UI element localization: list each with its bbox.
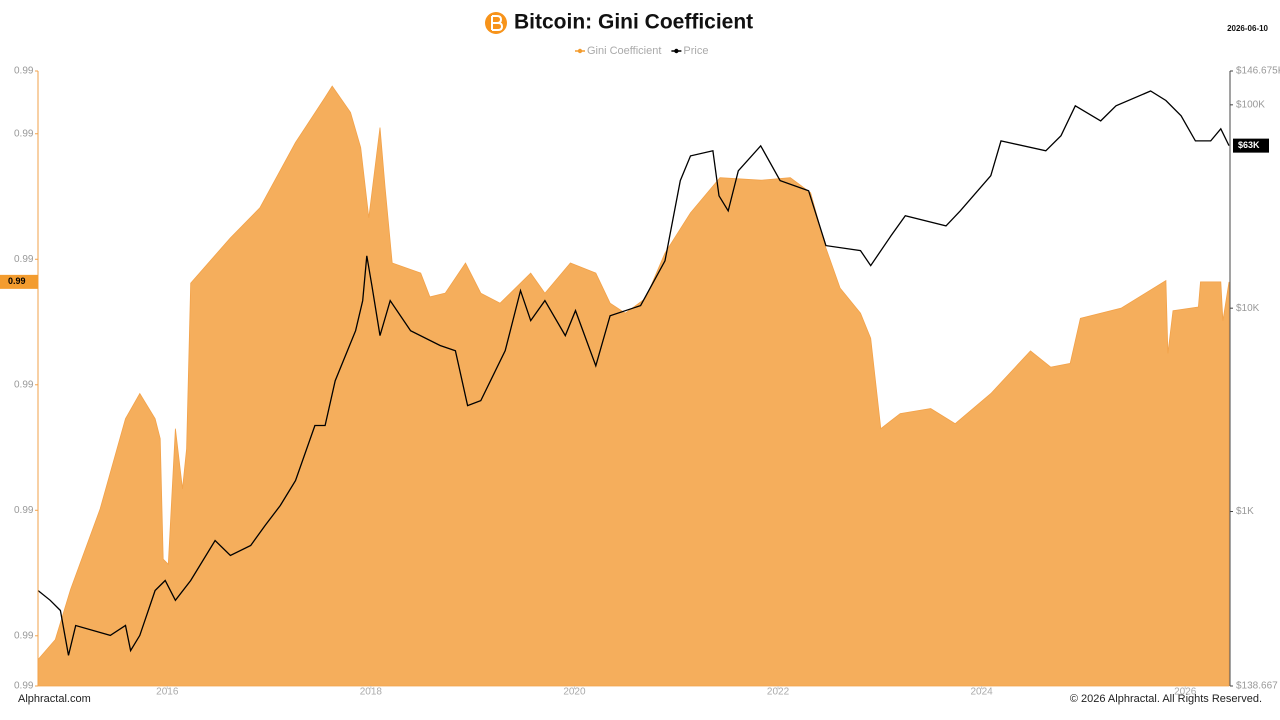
chart-title: Bitcoin: Gini Coefficient <box>514 11 753 34</box>
y-tick-label: 0.99 <box>14 254 34 265</box>
y-tick-label: 0.99 <box>14 630 34 641</box>
legend-label: Gini Coefficient <box>587 45 661 57</box>
value-badge-label: $63K <box>1238 140 1260 150</box>
y2-tick-label: $1K <box>1236 506 1254 517</box>
price-line <box>37 90 1230 656</box>
x-tick-label: 2022 <box>767 687 790 698</box>
y-tick-label: 0.99 <box>14 66 34 77</box>
y-tick-label: 0.99 <box>14 128 34 139</box>
y-tick-label: 0.99 <box>14 505 34 516</box>
gini-area <box>37 85 1230 687</box>
y2-tick-label: $146.675K <box>1236 66 1280 77</box>
y2-tick-label: $100K <box>1236 99 1265 110</box>
x-tick-label: 2020 <box>563 687 586 698</box>
x-tick-label: 2016 <box>156 687 179 698</box>
value-badge <box>1233 138 1269 153</box>
x-tick-label: 2018 <box>360 687 383 698</box>
x-tick-label: 2026 <box>1174 687 1197 698</box>
value-badge-label: 0.99 <box>8 276 26 286</box>
y2-tick-label: $10K <box>1236 303 1260 314</box>
value-badge <box>0 274 38 289</box>
chart-date: 2026-06-10 <box>1227 24 1268 33</box>
legend-label: Price <box>683 45 708 57</box>
y-tick-label: 0.99 <box>14 379 34 390</box>
copyright: © 2026 Alphractal. All Rights Reserved. <box>1070 693 1262 705</box>
y-tick-label: 0.99 <box>14 681 34 692</box>
bitcoin-icon <box>485 12 507 34</box>
legend-dot <box>674 48 679 54</box>
legend-dot <box>577 48 583 54</box>
x-tick-label: 2024 <box>970 687 993 698</box>
source: Alphractal.com <box>18 693 91 705</box>
y2-tick-label: $138.667 <box>1236 681 1278 692</box>
